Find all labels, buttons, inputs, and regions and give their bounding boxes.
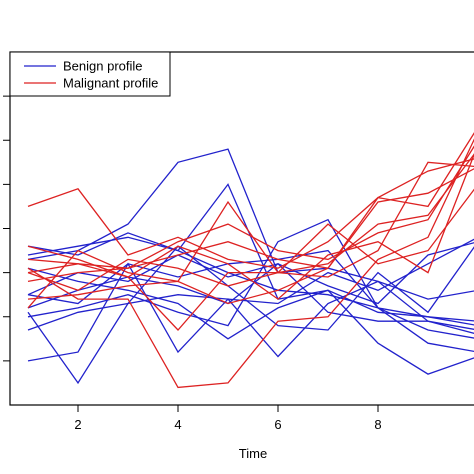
series-line-benign-0 xyxy=(27,236,474,326)
series-line-benign-7 xyxy=(27,245,474,385)
series-layer xyxy=(27,132,474,389)
legend: Benign profile Malignant profile xyxy=(9,51,171,97)
x-tick-label: 4 xyxy=(174,417,181,432)
legend-label-benign: Benign profile xyxy=(63,59,143,74)
series-line-benign-6 xyxy=(27,262,474,362)
series-line-benign-5 xyxy=(27,183,474,322)
series-line-benign-8 xyxy=(27,218,474,339)
series-line-benign-10 xyxy=(27,242,474,305)
series-line-benign-9 xyxy=(27,267,474,375)
series-line-benign-3 xyxy=(27,238,474,331)
y-axis xyxy=(3,95,10,362)
series-line-benign-1 xyxy=(27,148,474,300)
x-tick-label: 8 xyxy=(374,417,381,432)
x-tick-label: 2 xyxy=(74,417,81,432)
series-line-malignant-16 xyxy=(27,161,474,309)
legend-label-malignant: Malignant profile xyxy=(63,76,158,91)
series-line-malignant-11 xyxy=(27,132,474,269)
x-tick-label: 6 xyxy=(274,417,281,432)
series-line-malignant-14 xyxy=(27,168,474,305)
x-axis: 2 4 6 8 xyxy=(74,405,382,432)
plot-area-border xyxy=(9,51,474,406)
legend-box xyxy=(9,51,171,97)
series-line-malignant-15 xyxy=(27,153,474,292)
series-line-malignant-19 xyxy=(27,153,474,300)
x-axis-title: Time xyxy=(239,446,267,461)
series-line-malignant-12 xyxy=(27,158,474,269)
series-line-malignant-17 xyxy=(27,138,474,389)
